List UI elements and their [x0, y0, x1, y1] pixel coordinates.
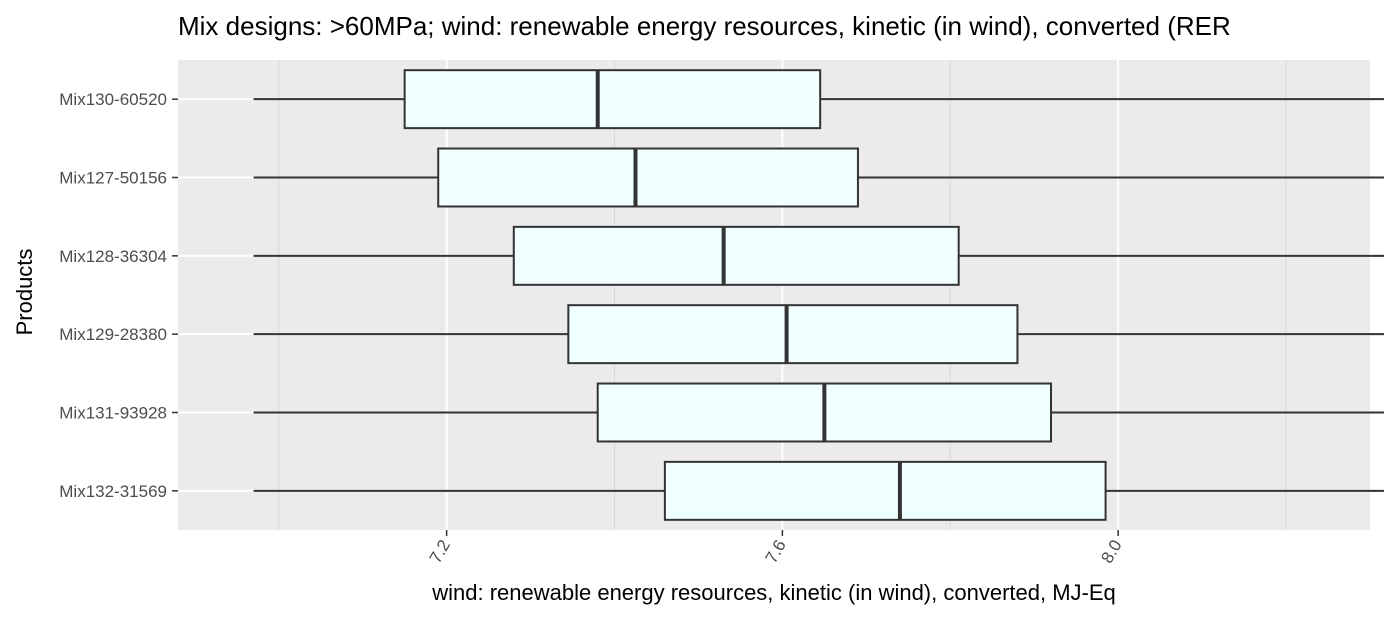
iqr-box [512, 225, 960, 286]
box-Mix128-36304 [253, 225, 1384, 286]
panel-background [178, 60, 1370, 530]
chart-title: Mix designs: >60MPa; wind: renewable ene… [178, 11, 1231, 41]
box-Mix130-60520 [253, 69, 1384, 130]
y-axis-title: Products [12, 249, 37, 336]
x-axis-title: wind: renewable energy resources, kineti… [431, 580, 1116, 605]
minor-gridlines [278, 60, 1287, 530]
iqr-box [403, 69, 822, 130]
y-tick-label: Mix131-93928 [59, 404, 167, 423]
boxplots [253, 69, 1384, 521]
x-tick-label: 7.6 [762, 537, 790, 567]
box-Mix129-28380 [253, 304, 1384, 365]
iqr-box [437, 147, 859, 208]
box-Mix131-93928 [253, 382, 1384, 443]
x-tick-label: 8.0 [1097, 537, 1125, 567]
x-tick-label: 7.2 [426, 537, 454, 567]
y-axis-ticks: Mix130-60520 Mix127-50156 Mix128-36304 Mix1… [59, 90, 178, 501]
y-tick-label: Mix130-60520 [59, 90, 167, 109]
y-tick-label: Mix127-50156 [59, 169, 167, 188]
box-Mix127-50156 [253, 147, 1384, 208]
y-tick-label: Mix132-31569 [59, 482, 167, 501]
y-tick-label: Mix129-28380 [59, 325, 167, 344]
y-tick-label: Mix128-36304 [59, 247, 167, 266]
x-axis-ticks: 7.2 7.6 8.0 [426, 530, 1126, 566]
iqr-box [663, 460, 1107, 521]
box-Mix132-31569 [253, 460, 1384, 521]
iqr-box [567, 304, 1019, 365]
